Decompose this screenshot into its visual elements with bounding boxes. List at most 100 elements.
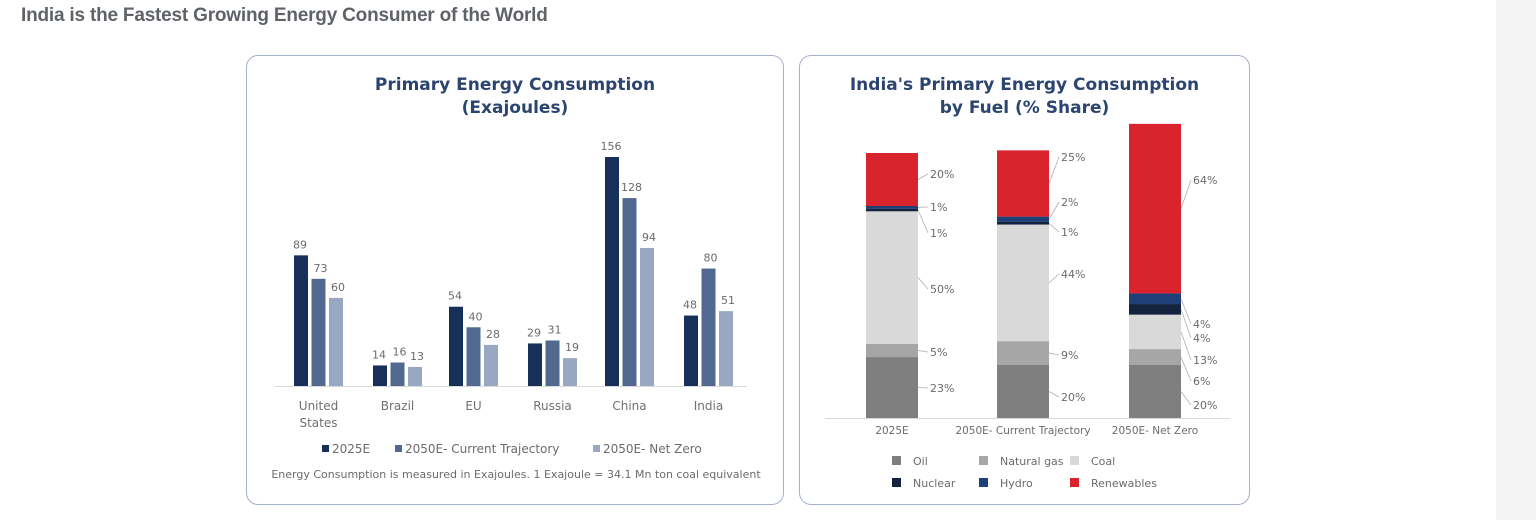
legend-swatch-coal [1070, 456, 1079, 465]
leader-line [1048, 352, 1060, 356]
legend-swatch [395, 445, 402, 452]
segment-natural_gas-0 [866, 343, 918, 358]
bar-eu-series-2 [484, 344, 498, 386]
legend-label: Nuclear [913, 477, 956, 490]
data-label: 40 [469, 310, 483, 323]
data-label: 1% [930, 201, 947, 214]
bar-china-series-2 [640, 248, 654, 386]
bar-india-series-2 [719, 311, 733, 386]
stacked-bar-chart: 23% 5% 50% 1% 1% 20% 2025E 20% 9% 44% 1% 2% 25% 2050E… [825, 123, 1230, 490]
chart-title-line: Primary Energy Consumption [374, 75, 656, 95]
data-label: 44% [1061, 268, 1085, 281]
data-label: 20% [930, 168, 954, 181]
leader-line [1048, 391, 1060, 398]
legend-swatch-hydro [979, 478, 988, 487]
data-label: 13% [1193, 354, 1217, 367]
bar-united-states-series-1 [311, 278, 326, 386]
data-label: 5% [930, 346, 947, 359]
india-fuel-share-chart-card: India's Primary Energy Consumption by Fu… [799, 55, 1250, 505]
x-tick-label: Russia [533, 399, 572, 413]
primary-energy-chart-card: Primary Energy Consumption (Exajoules) 8… [246, 55, 784, 505]
leader-line [917, 209, 929, 234]
leader-line [917, 350, 929, 353]
data-label: 2% [1061, 196, 1078, 209]
bar-russia-series-2 [563, 358, 577, 386]
bar-united-states-series-0 [294, 255, 308, 386]
data-label: 51 [721, 294, 735, 307]
leader-line [1048, 201, 1060, 220]
segment-natural_gas-1 [997, 341, 1049, 365]
segment-nuclear-1 [997, 221, 1049, 225]
bar-eu-series-0 [449, 306, 463, 386]
legend-swatch-nuclear [892, 478, 901, 487]
segment-hydro-0 [866, 206, 918, 209]
page-heading: India is the Fastest Growing Energy Cons… [21, 5, 548, 26]
leader-line [1180, 356, 1192, 382]
data-label: 60 [331, 281, 345, 294]
data-label: 94 [642, 231, 656, 244]
data-label: 9% [1061, 349, 1078, 362]
leader-line [1048, 273, 1060, 284]
bar-india-series-0 [684, 315, 698, 386]
data-label: 19 [565, 341, 579, 354]
data-label: 23% [930, 382, 954, 395]
x-tick-label: 2025E [875, 425, 908, 437]
segment-hydro-1 [997, 216, 1049, 222]
data-label: 1% [1061, 226, 1078, 239]
side-panel [1496, 0, 1536, 520]
x-tick-label: China [612, 399, 646, 413]
data-label: 20% [1061, 391, 1085, 404]
bar-india-series-1 [701, 268, 716, 386]
legend-swatch-renewables [1070, 478, 1079, 487]
legend-swatch [322, 445, 329, 452]
segment-oil-2 [1129, 365, 1181, 418]
leader-line [917, 277, 929, 290]
data-label: 20% [1193, 399, 1217, 412]
segment-natural_gas-2 [1129, 349, 1181, 365]
leader-line [1180, 179, 1192, 209]
segment-hydro-2 [1129, 293, 1181, 305]
data-label: 54 [448, 290, 462, 303]
data-label: 14 [372, 348, 386, 361]
chart-title-line: (Exajoules) [461, 98, 569, 118]
x-tick-label: States [299, 416, 337, 430]
segment-coal-1 [997, 224, 1049, 342]
segment-renewables-2 [1129, 123, 1181, 294]
data-label: 50% [930, 283, 954, 296]
legend-swatch-natural_gas [979, 456, 988, 465]
data-label: 6% [1193, 375, 1210, 388]
x-tick-label: United [299, 399, 338, 413]
legend-label: 2025E [332, 442, 370, 456]
data-label: 31 [548, 323, 562, 336]
data-label: 25% [1061, 151, 1085, 164]
leader-line [1180, 309, 1192, 339]
data-label: 16 [393, 346, 407, 359]
bar-brazil-series-2 [408, 366, 422, 386]
data-label: 29 [527, 326, 541, 339]
segment-oil-1 [997, 365, 1049, 418]
leader-line [917, 173, 929, 180]
data-label: 156 [601, 140, 622, 153]
segment-coal-0 [866, 211, 918, 344]
segment-nuclear-0 [866, 208, 918, 212]
legend-label: Renewables [1091, 477, 1157, 490]
x-tick-label: 2050E- Net Zero [1112, 425, 1198, 437]
legend-label: Coal [1091, 455, 1115, 468]
x-tick-label: EU [465, 399, 481, 413]
bar-eu-series-1 [466, 327, 481, 386]
legend-label: Hydro [1000, 477, 1033, 490]
bar-china-series-0 [605, 157, 619, 386]
leader-line [1180, 391, 1192, 406]
leader-line [1180, 331, 1192, 361]
chart-title-line: India's Primary Energy Consumption [849, 75, 1200, 95]
leader-line [1048, 156, 1060, 184]
x-tick-label: Brazil [381, 399, 415, 413]
data-label: 4% [1193, 332, 1210, 345]
chart-title-line: by Fuel (% Share) [939, 98, 1110, 118]
bar-russia-series-1 [545, 340, 560, 386]
leader-line [1180, 298, 1192, 325]
legend-swatch-oil [892, 456, 901, 465]
x-tick-label: 2050E- Current Trajectory [955, 425, 1090, 437]
data-label: 28 [486, 328, 500, 341]
